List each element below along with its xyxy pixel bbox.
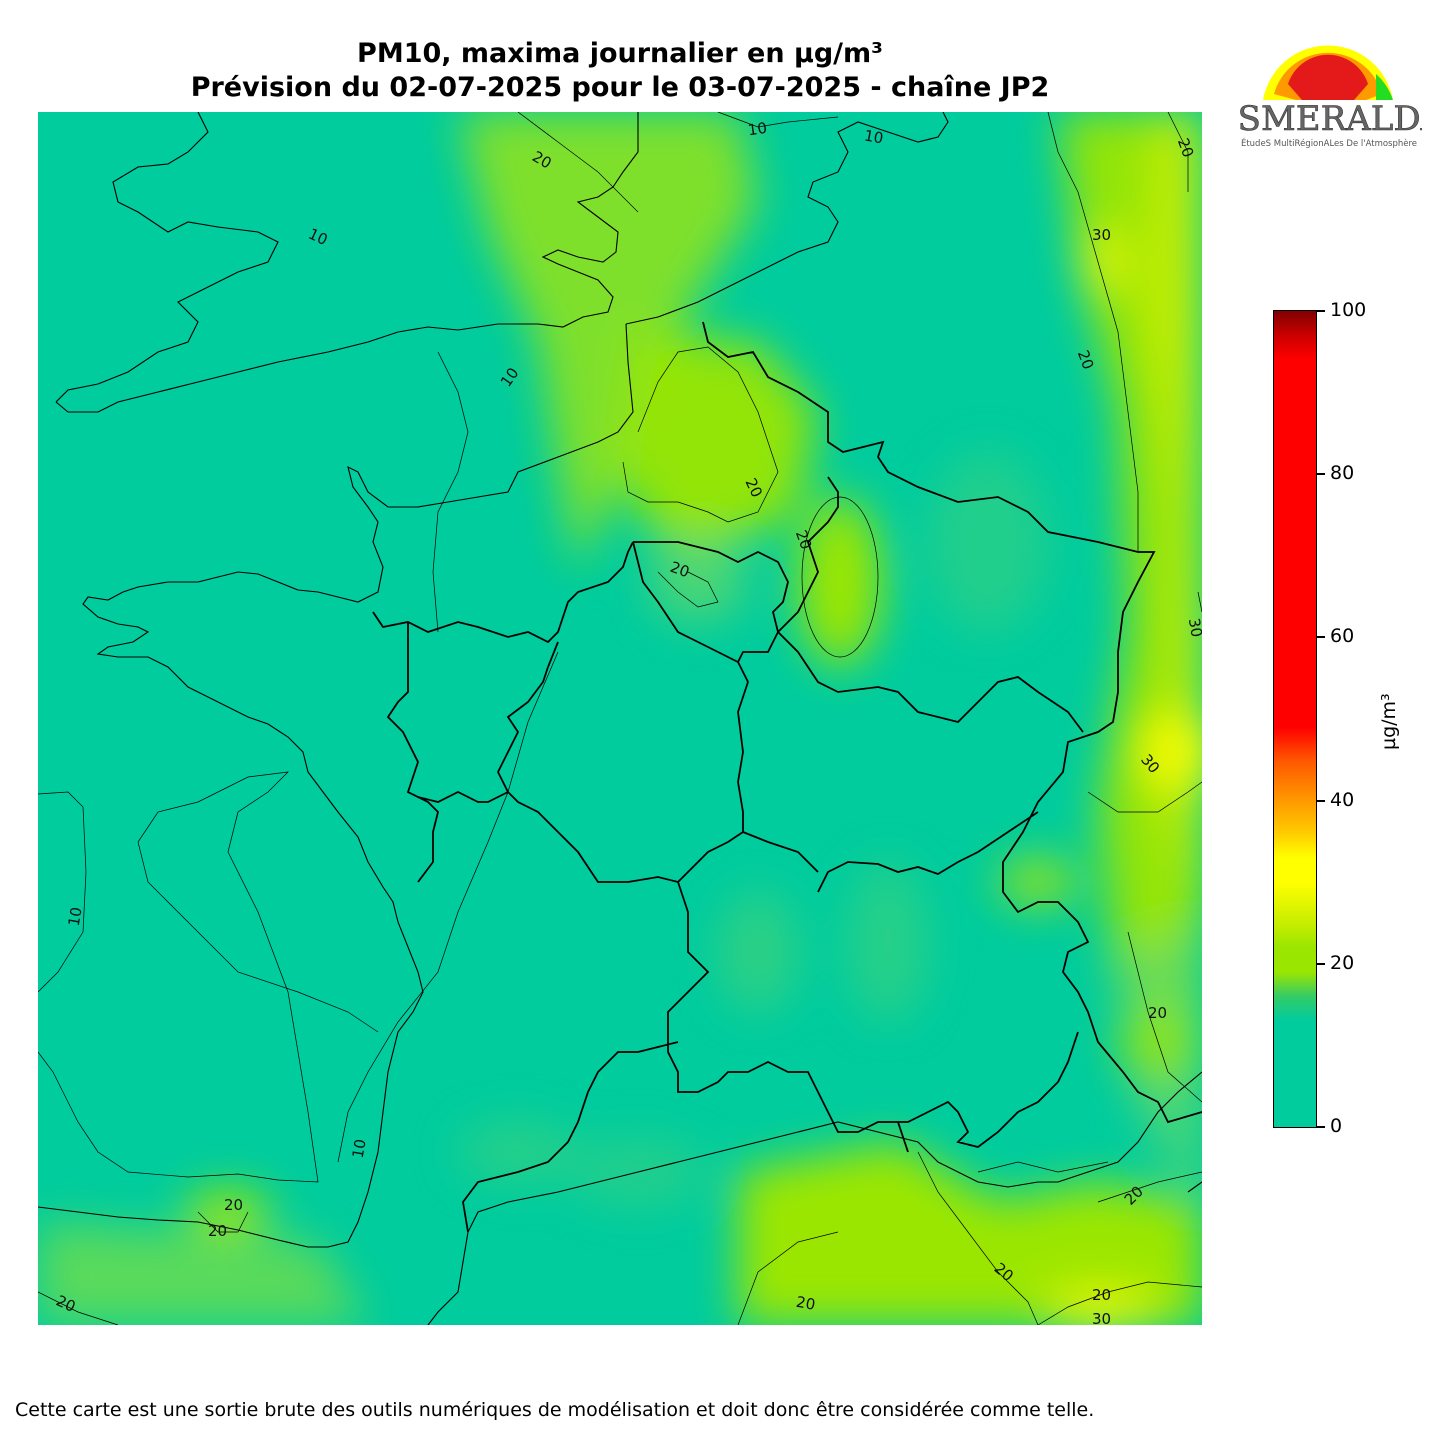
contour-label: 30 [1092,226,1111,244]
contour-label: 20 [795,1293,817,1314]
contour-label: 10 [65,906,86,928]
colorbar-tick [1317,473,1325,475]
logo-subtitle: ÉtudeS MultiRégionALes De l'Atmosphère [1241,137,1417,149]
map-title-line2: Prévision du 02-07-2025 pour le 03-07-20… [190,72,1050,103]
colorbar-tick [1317,800,1325,802]
contour-label: 10 [349,1138,370,1160]
concentration-field [38,112,1202,1325]
disclaimer-footer: Cette carte est une sortie brute des out… [15,1399,1095,1421]
contour-label: 20 [792,528,815,552]
contour-label: 20 [1074,348,1097,372]
colorbar-label: 80 [1330,462,1355,484]
pm10-forecast-map: 10 10 10 10 10 10 20 20 20 20 20 20 20 2… [38,112,1202,1325]
colorbar-tick [1317,310,1325,312]
map-title-line1: PM10, maxima journalier en µg/m³ [357,38,883,69]
colorbar-label: 40 [1330,789,1355,811]
colorbar-tick [1317,963,1325,965]
colorbar-unit: µg/m³ [1378,693,1400,750]
contour-label: 10 [863,126,885,147]
contour-label: 20 [1092,1286,1111,1304]
contour-label: 10 [747,119,768,139]
contour-label: 20 [1148,1004,1167,1022]
contour-label: 20 [224,1196,243,1214]
contour-label: 30 [1185,617,1202,639]
contour-label: 20 [1174,136,1197,160]
contour-label: 30 [1092,1310,1111,1325]
colorbar-label: 100 [1330,299,1367,321]
region-borders [372,321,1202,1233]
colorbar [1273,310,1317,1128]
colorbar-label: 60 [1330,625,1355,647]
colorbar-tick [1317,1126,1325,1128]
esmeralda-logo: ESMERALDA ÉtudeS MultiRégionALes De l'At… [1213,34,1438,154]
colorbar-label: 20 [1330,952,1355,974]
colorbar-tick [1317,636,1325,638]
contour-label: 20 [208,1222,227,1240]
contour-label: 20 [668,558,692,581]
coastlines [38,112,1202,1325]
colorbar-label: 0 [1330,1115,1343,1137]
contour-lines [38,112,1202,1325]
logo-wordmark: ESMERALDA [1236,99,1422,139]
